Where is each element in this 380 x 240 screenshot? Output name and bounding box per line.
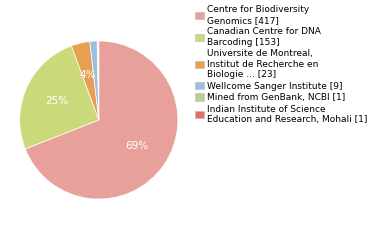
- Wedge shape: [71, 42, 99, 120]
- Wedge shape: [97, 41, 99, 120]
- Text: 25%: 25%: [45, 96, 68, 106]
- Wedge shape: [98, 41, 99, 120]
- Wedge shape: [25, 41, 178, 199]
- Legend: Centre for Biodiversity
Genomics [417], Canadian Centre for DNA
Barcoding [153],: Centre for Biodiversity Genomics [417], …: [195, 5, 369, 125]
- Text: 69%: 69%: [125, 141, 148, 151]
- Text: 4%: 4%: [80, 70, 97, 80]
- Wedge shape: [90, 41, 99, 120]
- Wedge shape: [20, 46, 99, 149]
